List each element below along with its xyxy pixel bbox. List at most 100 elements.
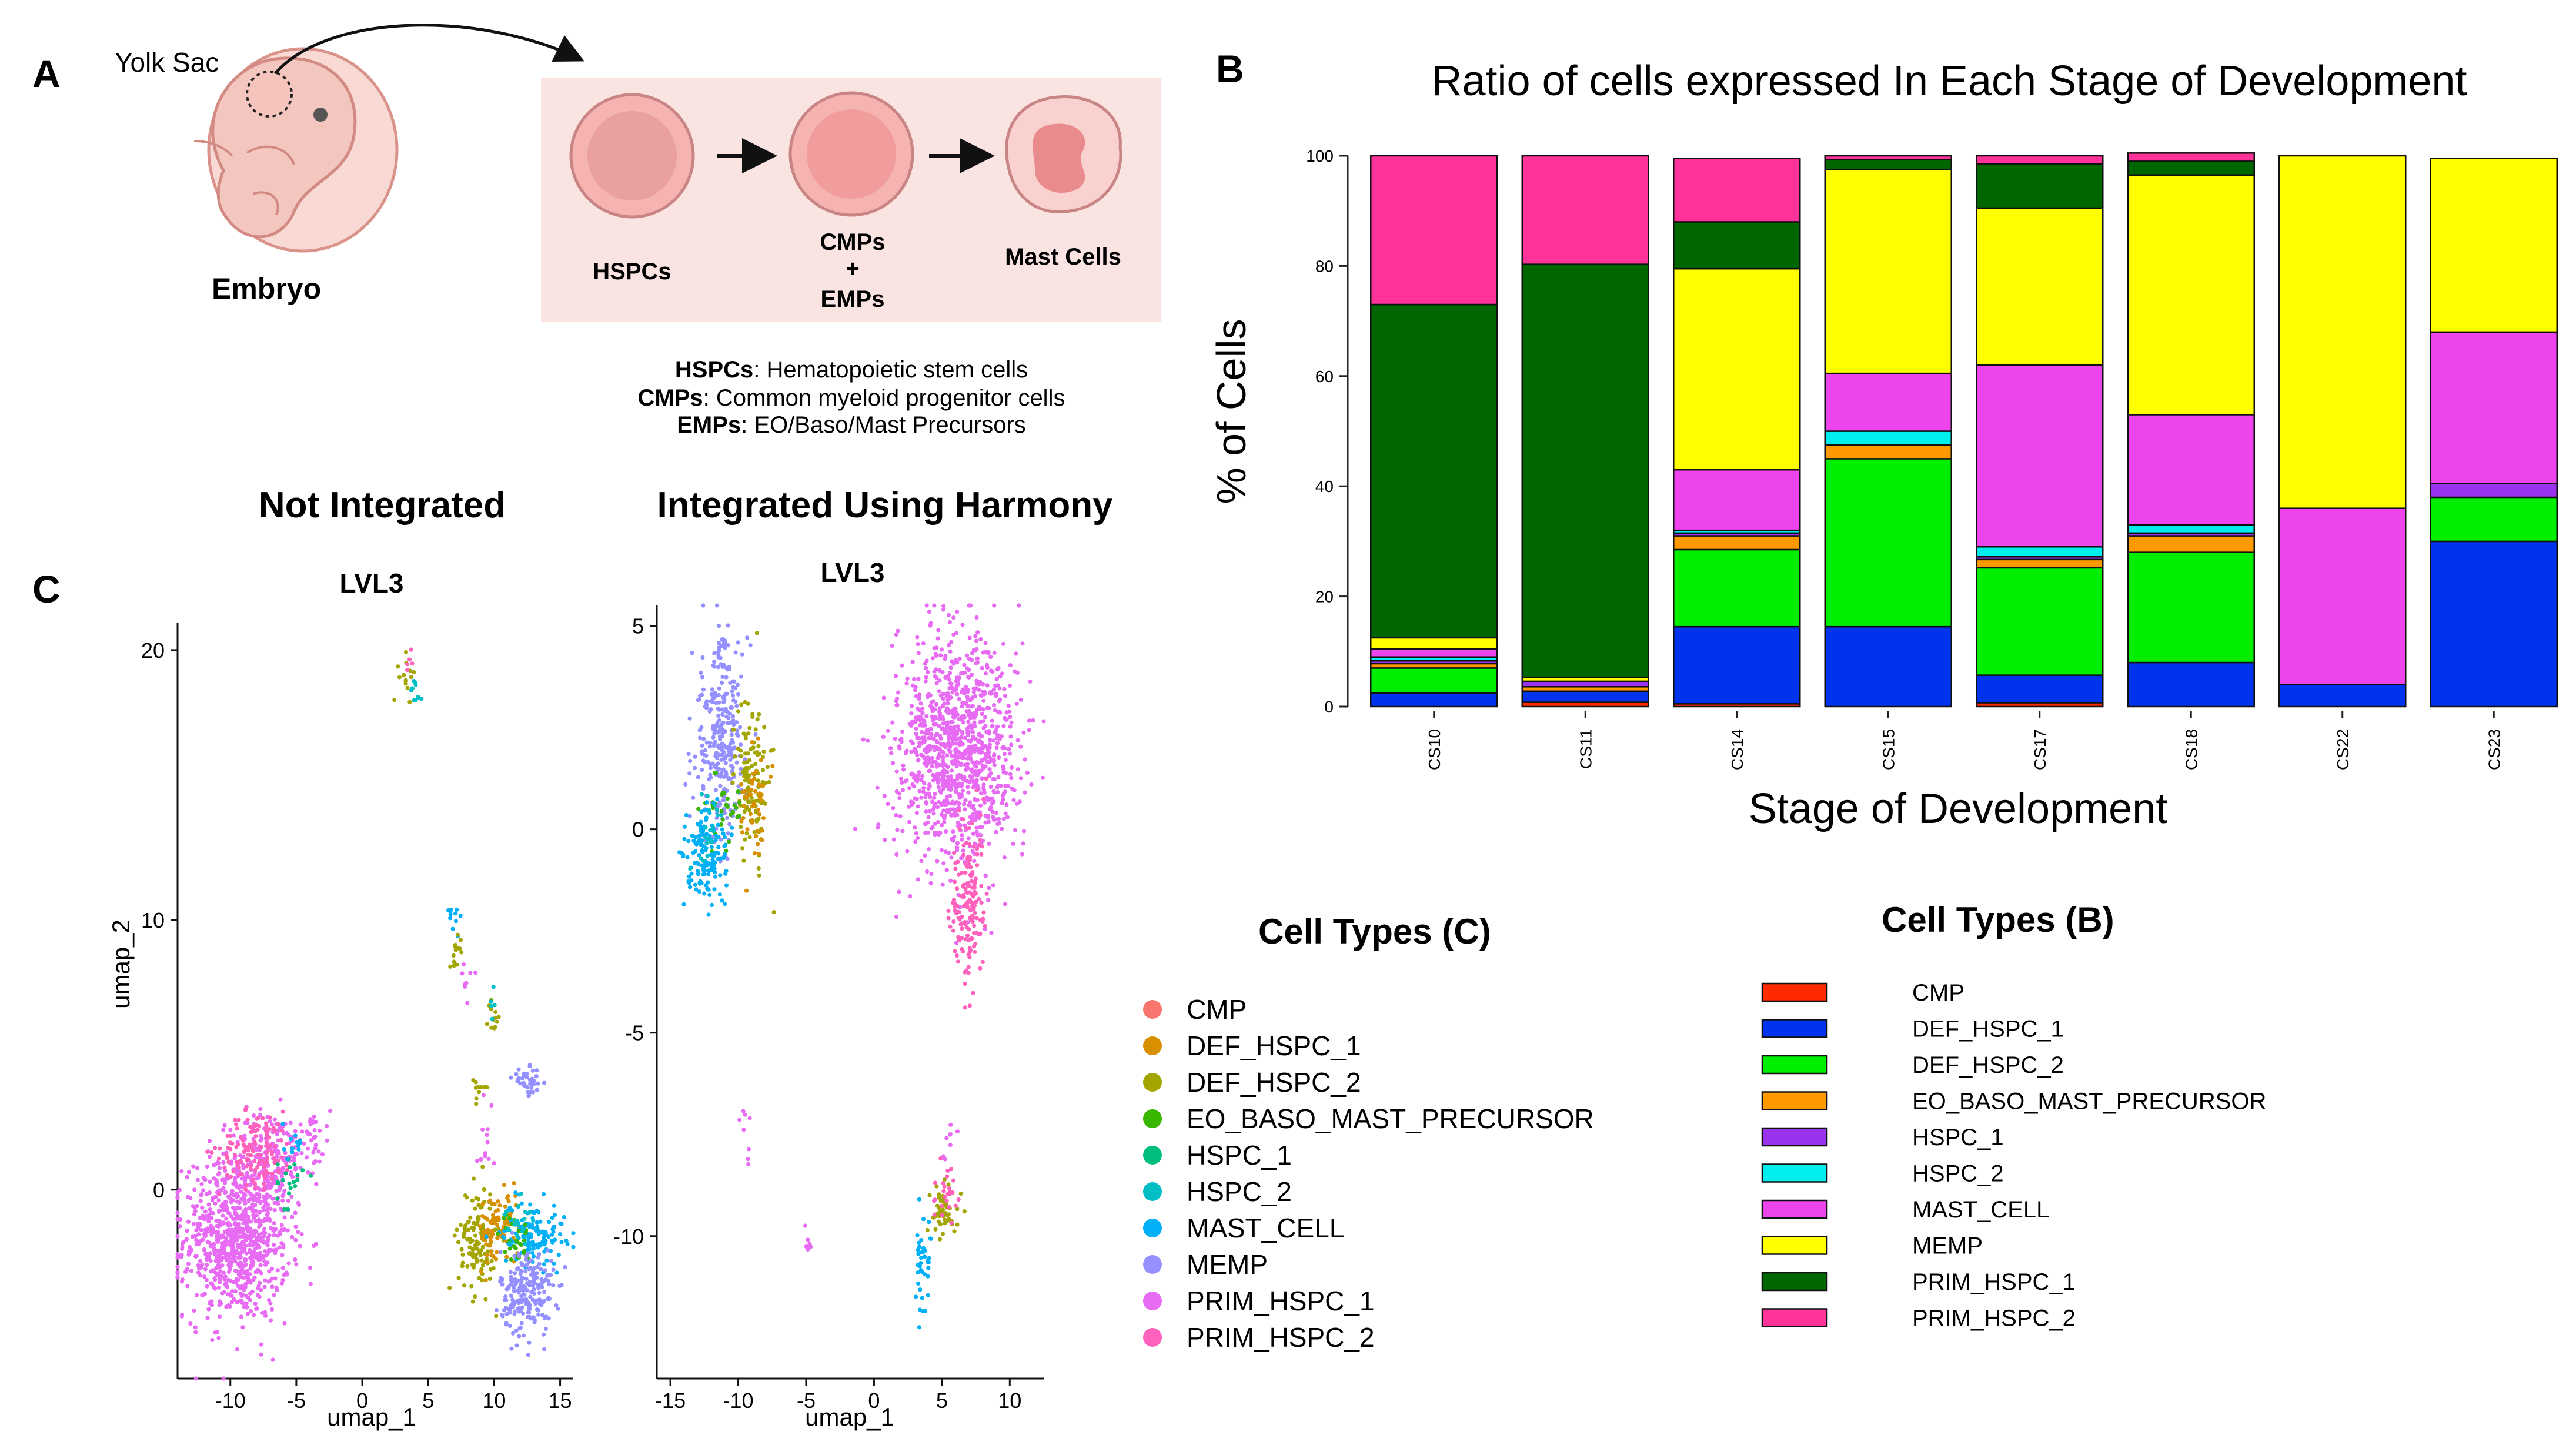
- umap-x-tick-label: -5: [797, 1389, 816, 1413]
- umap-point: [1015, 801, 1020, 806]
- umap-point: [543, 1316, 547, 1321]
- umap-point: [716, 851, 721, 856]
- umap-point: [502, 1308, 507, 1313]
- umap-point: [687, 874, 691, 879]
- umap-point: [252, 1159, 257, 1163]
- umap-point: [970, 872, 975, 877]
- umap-point: [552, 1203, 557, 1208]
- bar-segment-cs18-def-hspc-2: [2127, 551, 2256, 664]
- umap-point: [532, 1287, 536, 1292]
- umap-point: [741, 1128, 746, 1132]
- umap-point: [178, 1224, 182, 1229]
- umap-point: [946, 721, 951, 725]
- umap-point: [198, 1259, 203, 1263]
- umap-point: [703, 748, 707, 752]
- umap-point: [273, 1251, 278, 1256]
- umap-point: [1004, 802, 1009, 807]
- umap-point: [275, 1268, 280, 1273]
- umap-point: [967, 826, 971, 831]
- umap-point: [280, 1128, 285, 1133]
- umap-point: [550, 1216, 555, 1220]
- umap-point: [550, 1232, 554, 1237]
- umap-point: [960, 833, 964, 838]
- umap-point: [970, 849, 975, 854]
- umap-point: [967, 730, 971, 734]
- umap-point: [288, 1165, 292, 1170]
- umap-point: [935, 636, 940, 641]
- umap-point: [695, 822, 700, 827]
- umap-point: [973, 911, 977, 915]
- umap-point: [546, 1234, 551, 1239]
- umap-point: [1020, 852, 1024, 857]
- umap-point: [688, 758, 693, 764]
- umap-point: [935, 747, 940, 752]
- umap-point: [308, 1132, 312, 1137]
- umap-point: [1007, 683, 1012, 688]
- umap-point: [571, 1244, 576, 1249]
- umap-point: [951, 633, 956, 637]
- umap-point: [938, 693, 943, 698]
- umap-point: [504, 1297, 509, 1302]
- umap-point: [960, 914, 964, 919]
- umap-point: [226, 1210, 231, 1215]
- umap-point: [229, 1252, 233, 1256]
- bar-segment-cs14-memp: [1672, 267, 1801, 471]
- umap-point: [987, 706, 991, 711]
- umap-point: [263, 1313, 268, 1319]
- umap-point: [536, 1081, 540, 1086]
- umap-point: [955, 1129, 960, 1134]
- umap-point: [256, 1238, 260, 1243]
- umap-point: [970, 770, 975, 774]
- umap-x-tick-label: 0: [356, 1389, 368, 1413]
- umap-point: [721, 790, 726, 795]
- umap-point: [448, 964, 453, 969]
- umap-point: [193, 1376, 199, 1381]
- umap-point: [264, 1129, 269, 1134]
- legend-c-label: CMP: [1187, 994, 1247, 1025]
- umap-point: [716, 713, 721, 718]
- umap-point: [293, 1225, 298, 1229]
- umap-point: [894, 813, 898, 818]
- umap-point: [986, 798, 991, 802]
- yolk-sac-circle: [246, 71, 293, 118]
- umap-point: [214, 1178, 219, 1183]
- umap-point: [269, 1226, 273, 1230]
- umap-point: [707, 744, 712, 749]
- umap-point: [514, 1239, 519, 1243]
- umap-point: [743, 778, 748, 783]
- umap-point: [255, 1127, 260, 1132]
- umap-point: [526, 1235, 531, 1240]
- umap-point: [973, 784, 978, 788]
- umap-point: [738, 725, 743, 730]
- umap-point: [754, 770, 759, 774]
- umap-point: [739, 754, 744, 759]
- umap-point: [1014, 701, 1019, 706]
- umap-point: [960, 837, 964, 842]
- umap-point: [245, 1269, 249, 1274]
- umap-point: [737, 1118, 742, 1122]
- umap-point: [465, 1001, 470, 1005]
- umap-point: [749, 795, 754, 800]
- umap-point: [402, 673, 406, 677]
- umap-point: [248, 1272, 252, 1277]
- umap-point: [901, 763, 906, 768]
- umap-point: [978, 707, 983, 712]
- umap-point: [277, 1167, 282, 1173]
- umap-point: [531, 1218, 536, 1223]
- umap-point: [308, 1282, 313, 1286]
- umap-point: [208, 1207, 212, 1212]
- umap-point: [235, 1206, 239, 1210]
- umap-point: [207, 1190, 212, 1195]
- umap-point: [966, 836, 971, 841]
- umap-point: [293, 1129, 298, 1133]
- umap-point: [913, 688, 917, 692]
- umap-point: [467, 1250, 472, 1256]
- umap-point: [500, 1314, 505, 1319]
- umap-point: [240, 1284, 245, 1289]
- umap-point: [497, 1203, 502, 1208]
- umap-point: [262, 1187, 266, 1192]
- umap-point: [696, 862, 701, 866]
- umap-point: [527, 1279, 532, 1284]
- umap-point: [961, 687, 965, 692]
